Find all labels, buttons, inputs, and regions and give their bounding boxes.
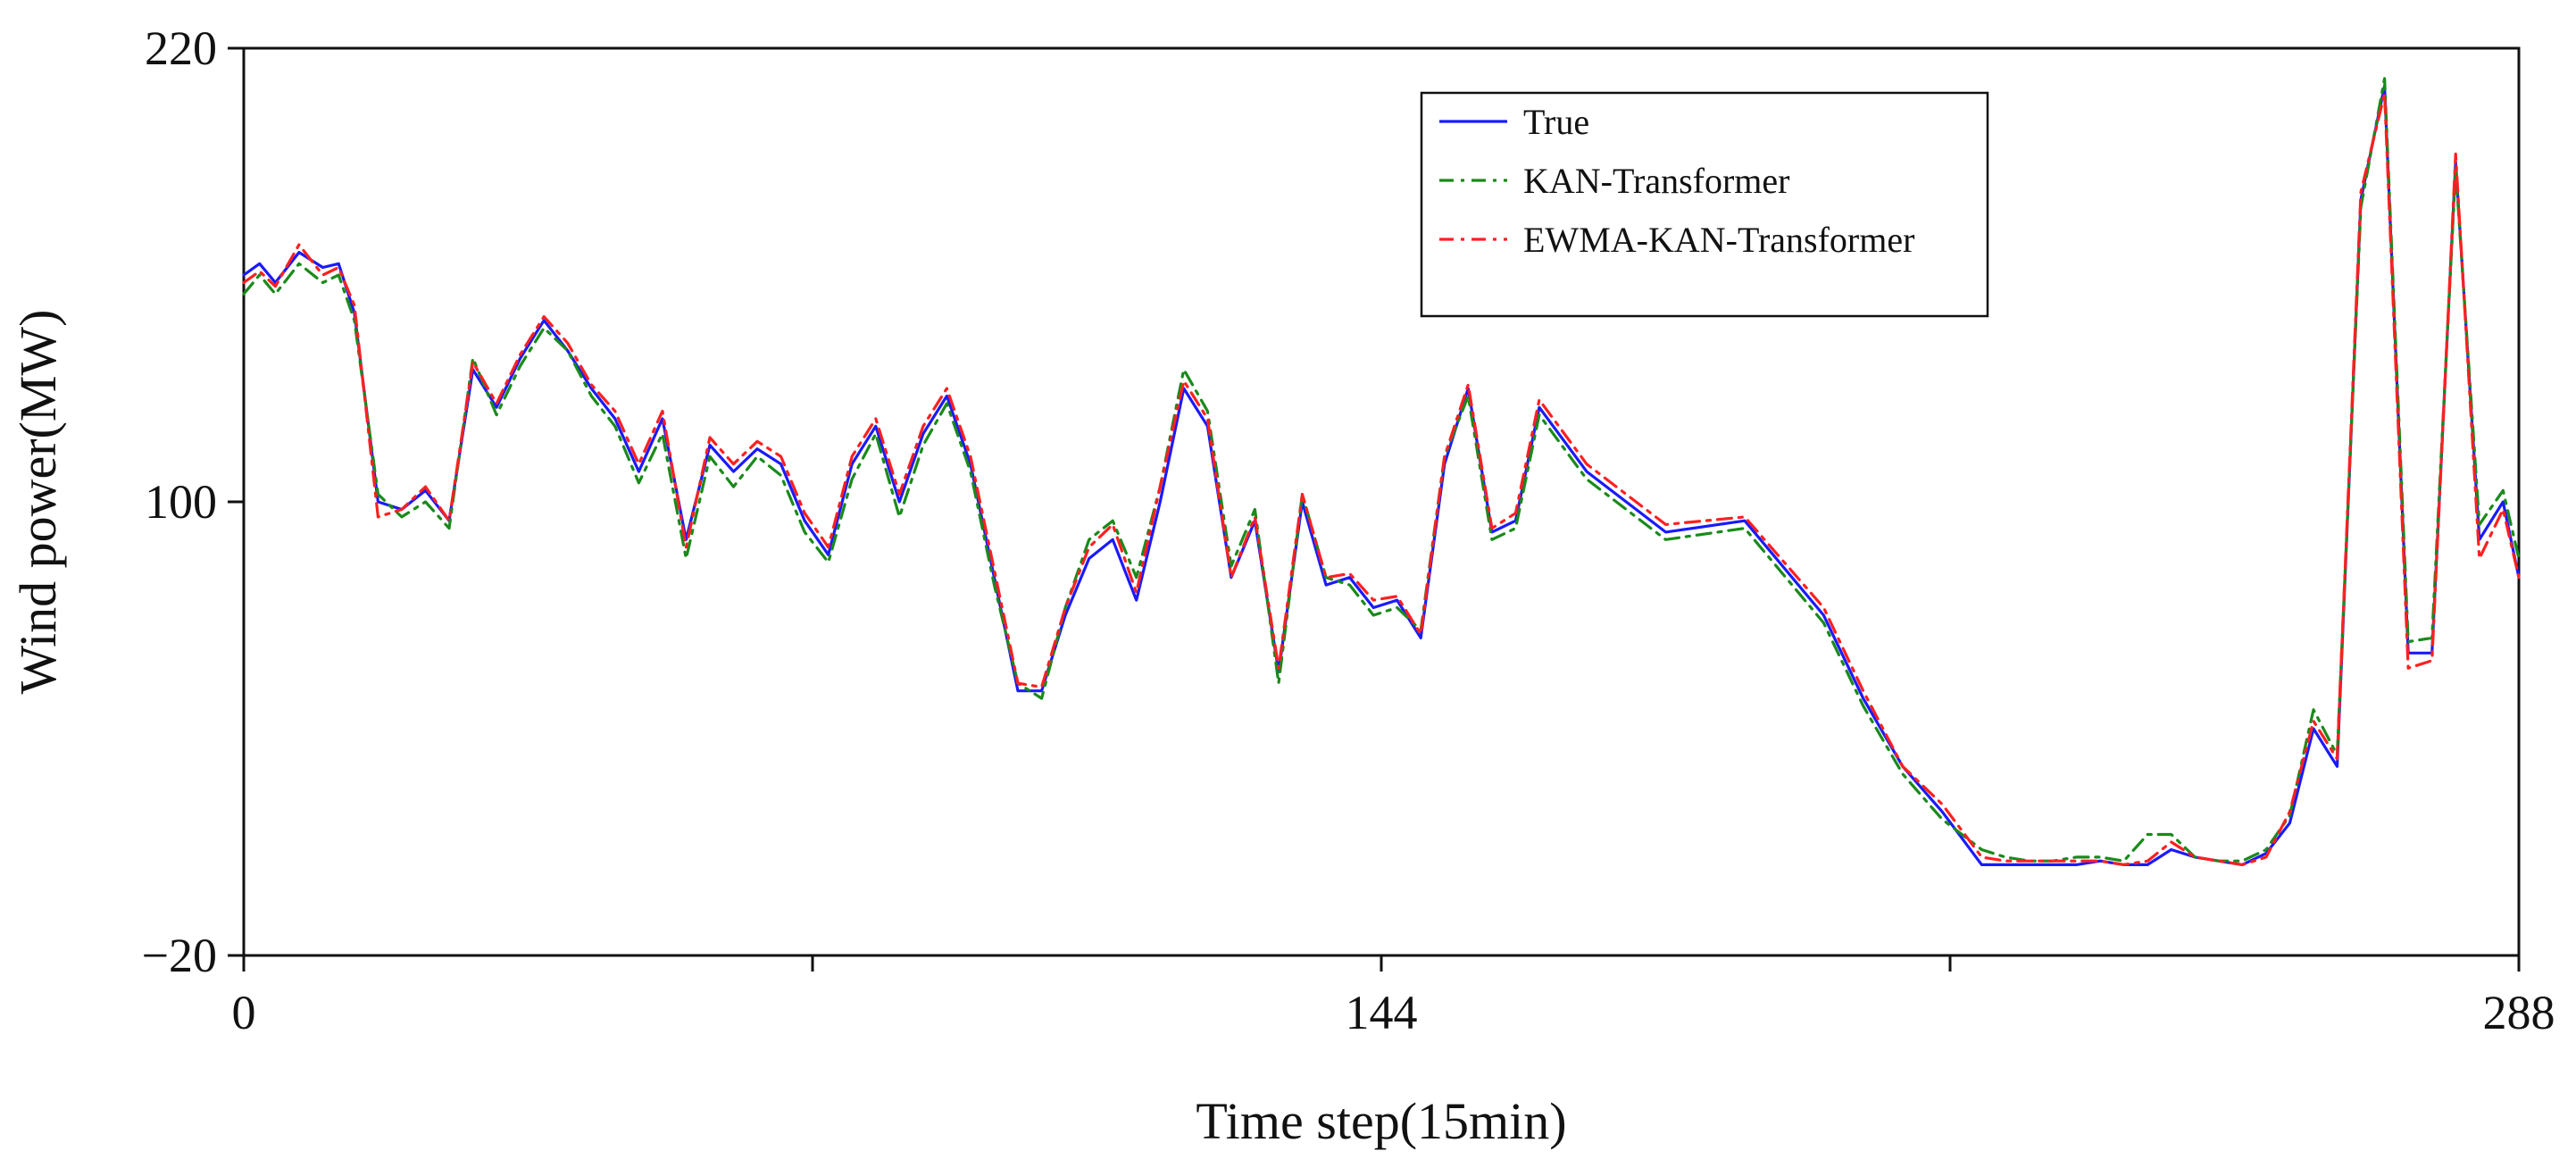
legend-label-2: EWMA-KAN-Transformer — [1523, 220, 1914, 260]
series-line-0 — [242, 84, 2521, 867]
y-tick-label: 220 — [145, 21, 217, 75]
ticks-layer: 0 144 288 −20 100 220 — [142, 21, 2555, 1039]
legend-items: True KAN-Transformer EWMA-KAN-Transformer — [1439, 102, 1914, 260]
legend: True KAN-Transformer EWMA-KAN-Transformer — [1420, 91, 1989, 318]
y-tick-label: 100 — [145, 475, 217, 529]
series-line-2 — [242, 92, 2521, 867]
plot-area — [242, 46, 2521, 957]
x-tick-label: 144 — [1346, 986, 1418, 1039]
legend-box — [1420, 91, 1989, 318]
x-tick-label: 288 — [2483, 986, 2555, 1039]
x-axis-title: Time step(15min) — [1196, 1092, 1566, 1150]
x-tick-label: 0 — [232, 986, 256, 1039]
y-axis-title: Wind power(MW) — [9, 310, 67, 695]
legend-label-1: KAN-Transformer — [1523, 161, 1789, 201]
plot-frame — [242, 46, 2521, 957]
series-line-1 — [242, 77, 2521, 863]
series-layer — [242, 77, 2521, 867]
legend-label-0: True — [1523, 102, 1589, 142]
y-tick-label: −20 — [142, 929, 217, 982]
